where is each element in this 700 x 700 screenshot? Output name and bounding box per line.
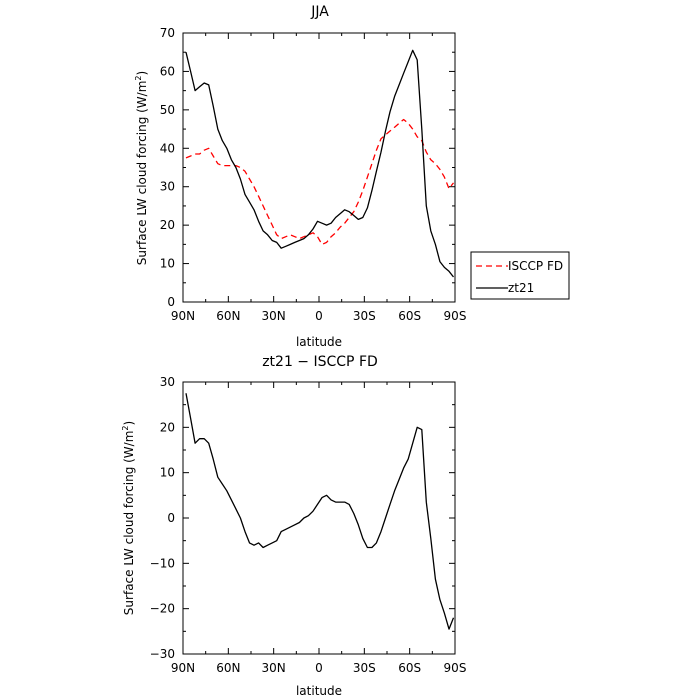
x-axis-label: latitude: [296, 335, 342, 349]
y-tick-label: −30: [150, 647, 175, 661]
series-line-difference: [185, 393, 455, 630]
x-tick-label: 60N: [216, 661, 240, 675]
x-tick-label: 30S: [353, 661, 376, 675]
tick-marks: [182, 32, 456, 303]
y-tick-label: 0: [167, 295, 175, 309]
chart-title: JJA: [310, 4, 329, 20]
chart-title: zt21 − ISCCP FD: [262, 354, 378, 370]
x-tick-label: 0: [315, 661, 323, 675]
x-tick-label: 60N: [216, 309, 240, 323]
x-tick-label: 30S: [353, 309, 376, 323]
tick-marks: [182, 381, 456, 655]
series-line-zt21: [185, 49, 455, 278]
x-tick-label: 90S: [444, 661, 467, 675]
plot-frame: [182, 381, 456, 655]
legend: ISCCP FD zt21: [470, 251, 570, 300]
x-tick-label: 0: [315, 309, 323, 323]
y-axis-label: Surface LW cloud forcing (W/m2): [134, 71, 149, 265]
x-tick-label: 90N: [171, 309, 195, 323]
legend-label-zt21: zt21: [508, 281, 534, 295]
series-line-isccp-fd: [185, 118, 455, 246]
y-tick-label: 20: [160, 218, 175, 232]
top-chart-panel: JJA 90N 60N 30N 0 30S 60S 90S 0 10 20 30 40 50 60 70 l…: [134, 4, 466, 349]
legend-label-isccp: ISCCP FD: [508, 259, 563, 273]
y-tick-label: −10: [150, 556, 175, 570]
x-tick-label: 30N: [262, 309, 286, 323]
y-tick-label: 70: [160, 26, 175, 40]
x-tick-label: 60S: [398, 309, 421, 323]
legend-box: [470, 251, 570, 300]
y-tick-label: 30: [160, 180, 175, 194]
series-lines: [185, 49, 455, 278]
plot-frame: [182, 32, 456, 303]
x-axis-label: latitude: [296, 684, 342, 698]
series-lines: [185, 393, 455, 630]
x-tick-label: 60S: [398, 661, 421, 675]
y-tick-label: 0: [167, 511, 175, 525]
y-tick-label: 60: [160, 64, 175, 78]
x-tick-label: 90N: [171, 661, 195, 675]
x-tick-label: 30N: [262, 661, 286, 675]
tick-labels: 90N 60N 30N 0 30S 60S 90S 0 10 20 30 40 50 60 70: [160, 26, 467, 323]
y-tick-label: 50: [160, 103, 175, 117]
y-tick-label: 30: [160, 375, 175, 389]
y-tick-label: 20: [160, 420, 175, 434]
y-tick-label: 40: [160, 141, 175, 155]
bottom-chart-panel: zt21 − ISCCP FD 90N 60N 30N 0 30S 60S 90S −30 −2…: [121, 354, 466, 698]
y-tick-label: 10: [160, 466, 175, 480]
tick-labels: 90N 60N 30N 0 30S 60S 90S −30 −20 −10 0 10 20 30: [150, 375, 467, 675]
y-tick-label: 10: [160, 257, 175, 271]
y-tick-label: −20: [150, 602, 175, 616]
x-tick-label: 90S: [444, 309, 467, 323]
y-axis-label: Surface LW cloud forcing (W/m2): [121, 421, 136, 615]
